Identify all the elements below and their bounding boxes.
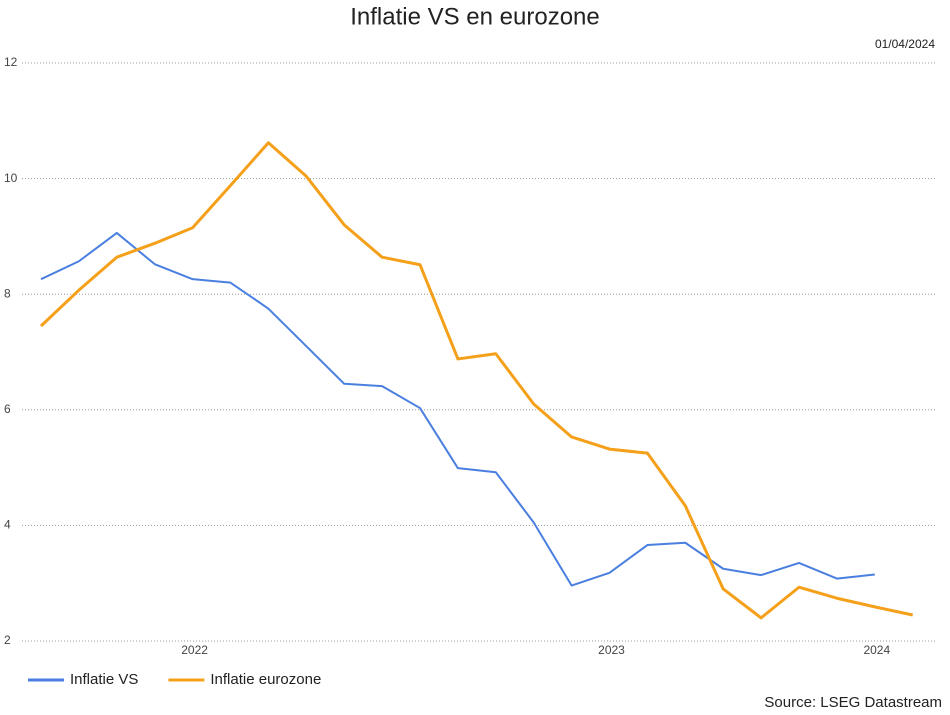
y-tick-label: 6	[4, 402, 11, 416]
series-line	[40, 231, 875, 587]
y-tick-label: 10	[4, 171, 18, 185]
date-label: 01/04/2024	[875, 37, 935, 51]
y-tick-label: 12	[4, 55, 18, 69]
y-tick-label: 8	[4, 286, 11, 300]
y-tick-label: 2	[4, 633, 11, 647]
x-tick-label: 2023	[598, 643, 625, 657]
legend-label: Inflatie VS	[70, 671, 138, 688]
x-tick-label: 2022	[181, 643, 208, 657]
series-line	[39, 141, 914, 620]
source-note: Source: LSEG Datastream	[764, 694, 942, 711]
chart-title: Inflatie VS en eurozone	[350, 3, 600, 30]
legend-label: Inflatie eurozone	[210, 671, 321, 688]
x-tick-label: 2024	[863, 643, 890, 657]
y-tick-label: 4	[4, 518, 11, 532]
